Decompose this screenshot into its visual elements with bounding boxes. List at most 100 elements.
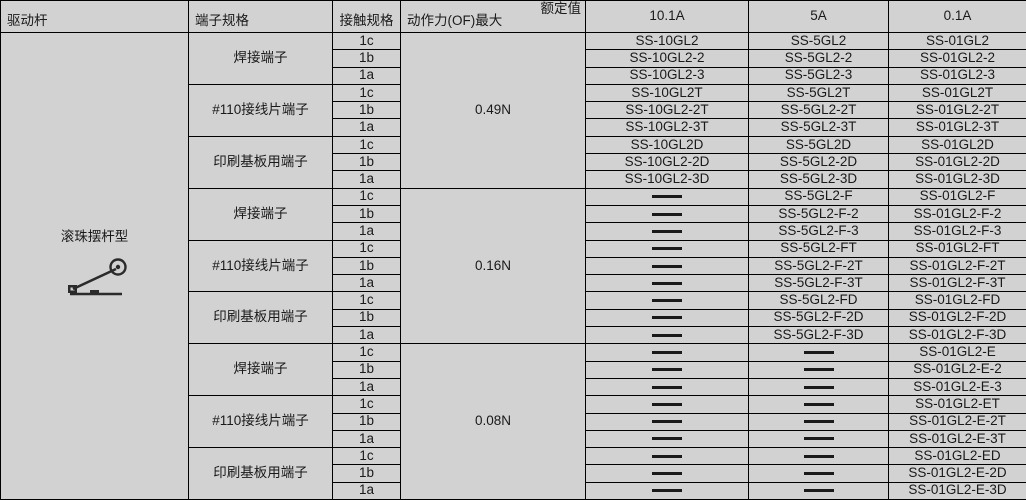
model-number-cell: SS-10GL2-3T bbox=[586, 119, 749, 136]
not-available-dash bbox=[652, 472, 682, 475]
terminal-spec-cell: 焊接端子 bbox=[189, 188, 333, 240]
contact-spec-cell: 1c bbox=[333, 448, 401, 465]
not-available-dash bbox=[652, 455, 682, 458]
model-number-cell bbox=[586, 378, 749, 395]
header-row: 驱动杆 端子规格 接触规格 额定值 动作力(OF)最大 10.1A 5A 0.1… bbox=[1, 1, 1026, 33]
header-driver-lever: 驱动杆 bbox=[1, 1, 189, 33]
model-number-cell: SS-5GL2D bbox=[749, 136, 889, 153]
model-number-cell: SS-5GL2-F-2T bbox=[749, 257, 889, 274]
model-number-cell: SS-5GL2-FD bbox=[749, 292, 889, 309]
contact-spec-cell: 1c bbox=[333, 33, 401, 50]
contact-spec-cell: 1b bbox=[333, 361, 401, 378]
contact-spec-cell: 1a bbox=[333, 378, 401, 395]
model-number-cell bbox=[586, 188, 749, 205]
terminal-spec-cell: 印刷基板用端子 bbox=[189, 292, 333, 344]
model-number-cell: SS-5GL2-2 bbox=[749, 50, 889, 67]
model-number-cell: SS-01GL2-F-2T bbox=[889, 257, 1026, 274]
contact-spec-cell: 1a bbox=[333, 430, 401, 447]
contact-spec-cell: 1c bbox=[333, 396, 401, 413]
model-number-cell bbox=[749, 413, 889, 430]
model-number-cell bbox=[749, 344, 889, 361]
model-number-cell: SS-10GL2-3D bbox=[586, 171, 749, 188]
model-number-cell: SS-01GL2-3D bbox=[889, 171, 1026, 188]
contact-spec-cell: 1b bbox=[333, 413, 401, 430]
header-current-10-1a: 10.1A bbox=[586, 1, 749, 33]
model-number-cell: SS-01GL2-E-3T bbox=[889, 430, 1026, 447]
model-number-cell bbox=[586, 309, 749, 326]
model-number-cell: SS-01GL2-3T bbox=[889, 119, 1026, 136]
contact-spec-cell: 1c bbox=[333, 240, 401, 257]
header-operating-force: 额定值 动作力(OF)最大 bbox=[401, 1, 586, 33]
terminal-spec-cell: #110接线片端子 bbox=[189, 240, 333, 292]
header-contact-spec-label: 接触规格 bbox=[333, 14, 400, 29]
not-available-dash bbox=[804, 420, 834, 423]
model-number-cell: SS-01GL2 bbox=[889, 33, 1026, 50]
not-available-dash bbox=[652, 368, 682, 371]
header-terminal-spec: 端子规格 bbox=[189, 1, 333, 33]
model-number-cell: SS-01GL2-F-3D bbox=[889, 327, 1026, 344]
not-available-dash bbox=[804, 455, 834, 458]
model-number-cell bbox=[586, 413, 749, 430]
model-number-cell: SS-5GL2-F-3T bbox=[749, 275, 889, 292]
model-number-cell bbox=[586, 257, 749, 274]
model-number-cell: SS-5GL2T bbox=[749, 84, 889, 101]
not-available-dash bbox=[652, 247, 682, 250]
model-number-cell bbox=[749, 430, 889, 447]
model-number-cell bbox=[586, 205, 749, 222]
header-current-0-1a: 0.1A bbox=[889, 1, 1026, 33]
table-header: 驱动杆 端子规格 接触规格 额定值 动作力(OF)最大 10.1A 5A 0.1… bbox=[1, 1, 1026, 33]
model-number-cell bbox=[586, 396, 749, 413]
model-number-cell bbox=[749, 396, 889, 413]
header-driver-lever-label: 驱动杆 bbox=[7, 14, 48, 29]
contact-spec-cell: 1b bbox=[333, 50, 401, 67]
model-number-cell bbox=[749, 482, 889, 499]
model-number-cell bbox=[586, 275, 749, 292]
model-number-cell: SS-10GL2-3 bbox=[586, 67, 749, 84]
contact-spec-cell: 1b bbox=[333, 205, 401, 222]
model-number-cell: SS-5GL2-2T bbox=[749, 102, 889, 119]
not-available-dash bbox=[652, 213, 682, 216]
model-number-cell: SS-10GL2T bbox=[586, 84, 749, 101]
model-number-cell: SS-01GL2-E-3D bbox=[889, 482, 1026, 499]
contact-spec-cell: 1c bbox=[333, 188, 401, 205]
contact-spec-cell: 1b bbox=[333, 309, 401, 326]
header-rated-value-label: 额定值 bbox=[541, 2, 582, 17]
model-number-cell: SS-01GL2-ED bbox=[889, 448, 1026, 465]
not-available-dash bbox=[652, 420, 682, 423]
terminal-spec-cell: 焊接端子 bbox=[189, 344, 333, 396]
not-available-dash bbox=[652, 282, 682, 285]
not-available-dash bbox=[652, 299, 682, 302]
model-number-cell bbox=[749, 378, 889, 395]
model-number-cell bbox=[586, 240, 749, 257]
contact-spec-cell: 1b bbox=[333, 154, 401, 171]
not-available-dash bbox=[652, 195, 682, 198]
not-available-dash bbox=[804, 386, 834, 389]
model-number-cell bbox=[586, 292, 749, 309]
header-operating-force-wrap: 额定值 动作力(OF)最大 bbox=[401, 1, 585, 32]
model-number-cell bbox=[586, 448, 749, 465]
header-terminal-spec-label: 端子规格 bbox=[195, 14, 249, 29]
not-available-dash bbox=[652, 351, 682, 354]
not-available-dash bbox=[652, 386, 682, 389]
model-number-cell: SS-5GL2-F-2D bbox=[749, 309, 889, 326]
terminal-spec-cell: #110接线片端子 bbox=[189, 396, 333, 448]
operating-force-cell: 0.49N bbox=[401, 33, 586, 189]
not-available-dash bbox=[804, 403, 834, 406]
model-number-cell: SS-01GL2D bbox=[889, 136, 1026, 153]
model-number-cell: SS-01GL2-ET bbox=[889, 396, 1026, 413]
model-number-cell: SS-5GL2-F bbox=[749, 188, 889, 205]
driver-lever-label: 滚珠摆杆型 bbox=[1, 230, 188, 245]
not-available-dash bbox=[652, 230, 682, 233]
model-number-cell: SS-01GL2T bbox=[889, 84, 1026, 101]
model-number-cell: SS-01GL2-E-3 bbox=[889, 378, 1026, 395]
contact-spec-cell: 1b bbox=[333, 102, 401, 119]
model-number-cell bbox=[586, 327, 749, 344]
roller-lever-icon bbox=[60, 258, 130, 302]
contact-spec-cell: 1c bbox=[333, 292, 401, 309]
model-number-cell: SS-5GL2-F-3D bbox=[749, 327, 889, 344]
contact-spec-cell: 1b bbox=[333, 465, 401, 482]
model-number-cell bbox=[749, 465, 889, 482]
not-available-dash bbox=[804, 472, 834, 475]
